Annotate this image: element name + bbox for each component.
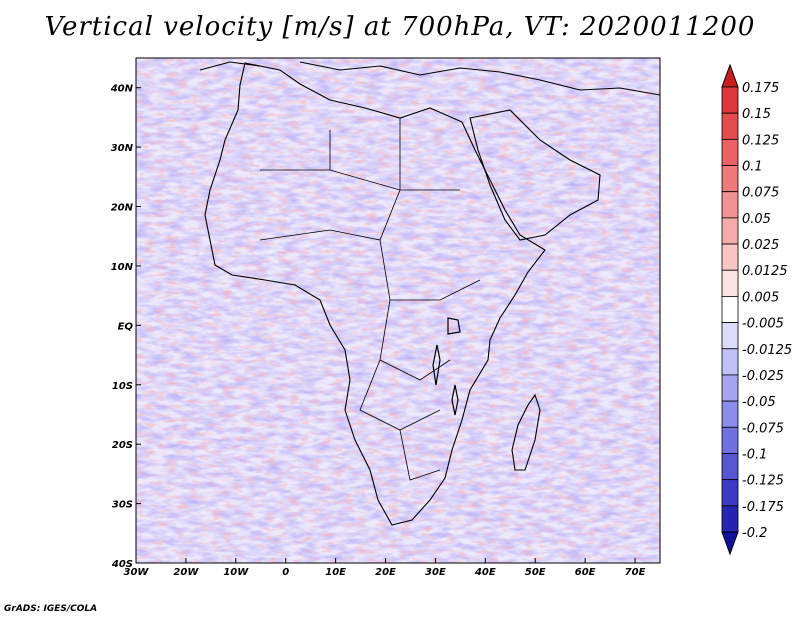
- colorbar-swatch: [721, 400, 739, 428]
- colorbar: 0.175 0.15 0.125 0.1 0.075 0.05 0.025 0.0125 0.0…: [721, 63, 792, 556]
- colorbar-label: 0.125: [742, 133, 779, 148]
- colorbar-label: -0.175: [742, 500, 784, 515]
- colorbar-swatch: [721, 191, 739, 219]
- colorbar-label: -0.125: [742, 474, 784, 489]
- colorbar-label: 0.0125: [742, 264, 788, 279]
- colorbar-swatch: [721, 426, 739, 454]
- lake-victoria: [447, 317, 461, 335]
- colorbar-swatch: [721, 348, 739, 376]
- lon-tick-label: 30W: [124, 567, 150, 578]
- colorbar-swatch: [721, 86, 739, 114]
- lat-tick-label: 10N: [111, 262, 134, 273]
- velocity-field: [136, 58, 660, 563]
- europe-coastline: [199, 61, 660, 96]
- colorbar-label: 0.05: [742, 212, 771, 227]
- colorbar-swatch: [721, 374, 739, 402]
- colorbar-label: -0.075: [742, 421, 784, 436]
- lon-tick-label: 40E: [474, 567, 496, 578]
- lat-tick-label: 30S: [112, 500, 133, 511]
- lat-tick-label: 40N: [110, 84, 134, 95]
- colorbar-swatch: [721, 138, 739, 166]
- latitude-axis: 40N 30N 20N 10N EQ 10S 20S 30S 40S: [110, 84, 141, 570]
- lon-tick-label: 10E: [325, 567, 346, 578]
- lake-malawi: [451, 384, 459, 416]
- colorbar-swatch: [721, 269, 739, 297]
- colorbar-label: 0.1: [742, 160, 763, 175]
- colorbar-label: -0.2: [742, 526, 767, 541]
- colorbar-label: -0.025: [742, 369, 784, 384]
- lat-tick-label: 20S: [112, 440, 133, 451]
- coastlines: [199, 61, 660, 526]
- colorbar-label: 0.15: [742, 107, 771, 122]
- lon-tick-label: 10W: [223, 567, 249, 578]
- lake-tanganyika: [432, 344, 441, 386]
- lon-tick-label: 50E: [525, 567, 546, 578]
- country-borders: [259, 118, 481, 481]
- colorbar-swatch: [721, 112, 739, 140]
- map-panel: [135, 57, 661, 564]
- lon-tick-label: 20E: [375, 567, 396, 578]
- colorbar-label: -0.005: [742, 317, 784, 332]
- map-title: Vertical velocity [m/s] at 700hPa, VT: 2…: [44, 12, 756, 42]
- colorbar-label: 0.175: [742, 81, 779, 96]
- grads-credit: GrADS: IGES/COLA: [4, 604, 98, 614]
- colorbar-swatch: [721, 479, 739, 507]
- colorbar-swatch: [721, 243, 739, 271]
- colorbar-swatch: [721, 296, 739, 323]
- colorbar-label: -0.0125: [742, 343, 792, 358]
- colorbar-swatch: [721, 217, 739, 245]
- map-frame: [135, 57, 661, 564]
- colorbar-label: 0.005: [742, 290, 779, 305]
- lon-tick-label: 30E: [425, 567, 446, 578]
- colorbar-max-arrow: [721, 63, 739, 88]
- colorbar-label: 0.075: [742, 186, 779, 201]
- lat-tick-label: 20N: [111, 203, 134, 214]
- colorbar-min-arrow: [721, 531, 739, 556]
- longitude-axis: 30W 20W 10W 0 10E 20E 30E 40E 50E 60E 70E: [124, 558, 646, 578]
- lon-tick-label: 0: [282, 567, 289, 578]
- colorbar-label: 0.025: [742, 238, 779, 253]
- lon-tick-label: 20W: [173, 567, 199, 578]
- madagascar-coastline: [511, 393, 541, 471]
- lat-tick-label: 40S: [111, 559, 133, 570]
- africa-coastline: [204, 62, 546, 526]
- colorbar-swatch: [721, 165, 739, 193]
- colorbar-label: -0.05: [742, 395, 776, 410]
- arabia-coastline: [469, 109, 601, 241]
- colorbar-swatch: [721, 453, 739, 481]
- colorbar-swatch: [721, 322, 739, 350]
- lon-tick-label: 70E: [625, 567, 646, 578]
- lon-tick-label: 60E: [575, 567, 596, 578]
- colorbar-swatch: [721, 505, 739, 533]
- colorbar-label: -0.1: [742, 447, 767, 462]
- lat-tick-label: 10S: [112, 381, 133, 392]
- lat-tick-label: 30N: [111, 143, 134, 154]
- lat-tick-label: EQ: [118, 321, 134, 332]
